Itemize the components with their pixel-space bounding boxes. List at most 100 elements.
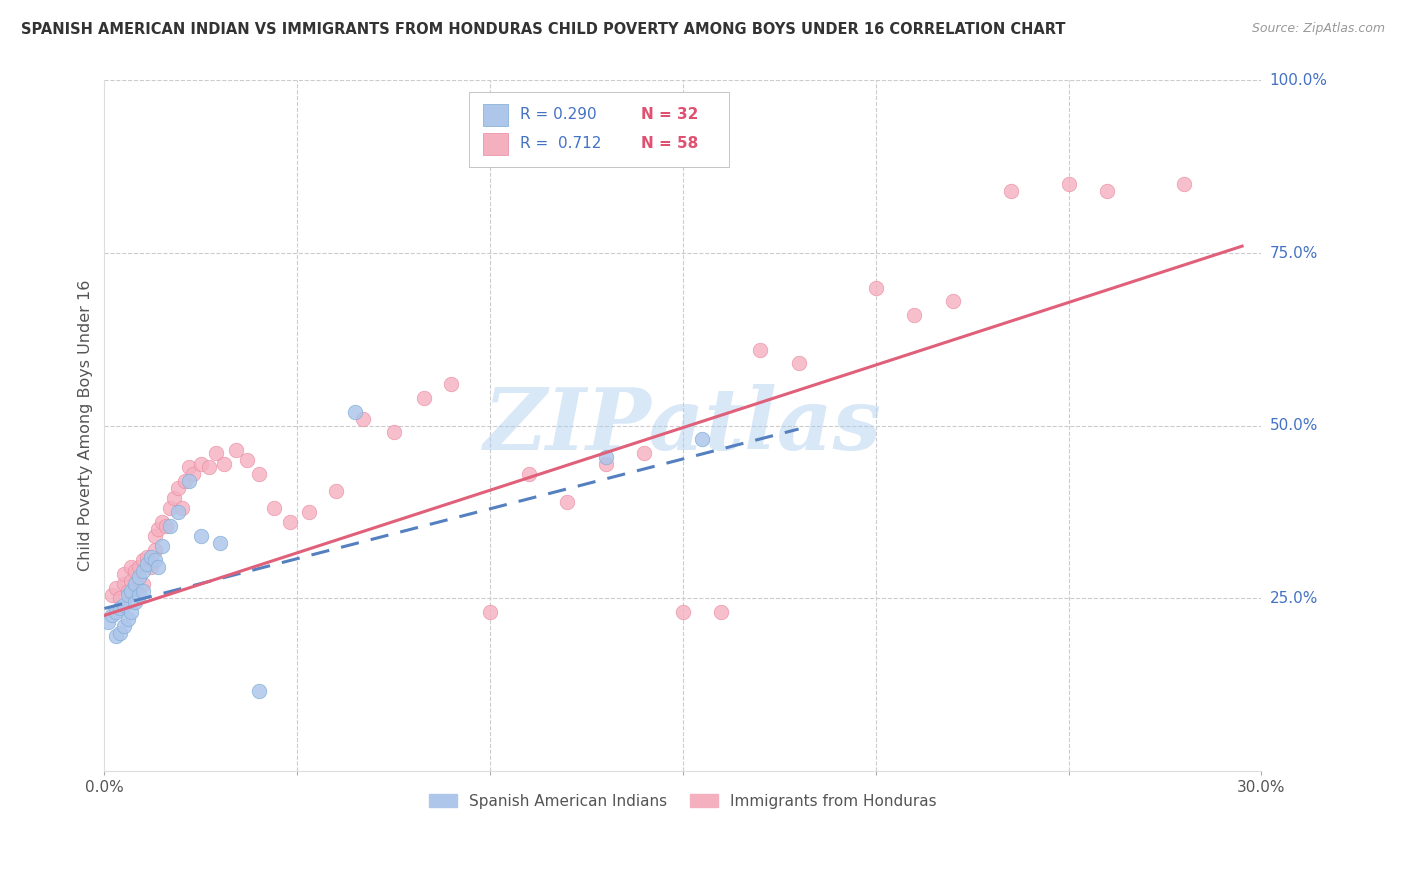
Point: [143, 542, 166, 557]
Text: SPANISH AMERICAN INDIAN VS IMMIGRANTS FROM HONDURAS CHILD POVERTY AMONG BOYS UND: SPANISH AMERICAN INDIAN VS IMMIGRANTS FR…: [21, 22, 1066, 37]
Legend: Spanish American Indians, Immigrants from Honduras: Spanish American Indians, Immigrants fro…: [423, 788, 942, 814]
Point: [181, 467, 204, 481]
Point: [148, 560, 170, 574]
Point: [108, 591, 131, 606]
Point: [595, 457, 617, 471]
Point: [179, 474, 201, 488]
FancyBboxPatch shape: [468, 92, 730, 167]
Point: [124, 581, 146, 595]
Point: [150, 515, 173, 529]
Point: [124, 577, 146, 591]
Point: [117, 584, 139, 599]
Point: [150, 540, 173, 554]
Point: [440, 377, 463, 392]
Point: [212, 457, 235, 471]
Point: [104, 605, 127, 619]
Point: [1095, 184, 1118, 198]
Point: [170, 501, 193, 516]
Point: [132, 553, 155, 567]
Text: 75.0%: 75.0%: [1270, 245, 1317, 260]
Point: [225, 442, 247, 457]
Point: [120, 584, 142, 599]
Point: [903, 308, 925, 322]
Point: [117, 612, 139, 626]
Point: [132, 564, 155, 578]
Point: [159, 501, 181, 516]
Point: [209, 536, 232, 550]
Point: [247, 467, 270, 481]
Point: [117, 588, 139, 602]
Point: [325, 484, 347, 499]
Point: [112, 577, 135, 591]
Point: [352, 411, 374, 425]
Point: [108, 601, 131, 615]
Point: [865, 280, 887, 294]
Point: [132, 584, 155, 599]
Point: [124, 564, 146, 578]
Point: [1057, 177, 1080, 191]
Text: N = 58: N = 58: [641, 136, 699, 152]
Point: [120, 574, 142, 588]
Text: 25.0%: 25.0%: [1270, 591, 1317, 606]
Text: R = 0.290: R = 0.290: [520, 108, 596, 122]
Point: [124, 594, 146, 608]
Point: [278, 515, 301, 529]
Y-axis label: Child Poverty Among Boys Under 16: Child Poverty Among Boys Under 16: [79, 280, 93, 571]
Point: [633, 446, 655, 460]
Point: [112, 598, 135, 612]
Point: [1000, 184, 1022, 198]
Point: [166, 481, 188, 495]
Point: [132, 577, 155, 591]
Point: [104, 629, 127, 643]
Bar: [482, 104, 508, 126]
Point: [555, 494, 578, 508]
Point: [247, 684, 270, 698]
Point: [672, 605, 695, 619]
Point: [787, 356, 810, 370]
Point: [139, 549, 162, 564]
Point: [344, 405, 367, 419]
Text: 50.0%: 50.0%: [1270, 418, 1317, 434]
Text: 100.0%: 100.0%: [1270, 73, 1327, 88]
Point: [128, 570, 150, 584]
Point: [190, 529, 212, 543]
Point: [382, 425, 405, 440]
Point: [595, 450, 617, 464]
Point: [479, 605, 502, 619]
Point: [155, 518, 177, 533]
Point: [236, 453, 259, 467]
Point: [128, 588, 150, 602]
Text: ZIPatlas: ZIPatlas: [484, 384, 882, 467]
Bar: [482, 133, 508, 155]
Point: [174, 474, 197, 488]
Point: [263, 501, 285, 516]
Point: [112, 566, 135, 581]
Point: [104, 581, 127, 595]
Text: N = 32: N = 32: [641, 108, 699, 122]
Point: [1173, 177, 1195, 191]
Point: [159, 518, 181, 533]
Point: [112, 619, 135, 633]
Point: [690, 433, 713, 447]
Point: [148, 522, 170, 536]
Point: [101, 608, 124, 623]
Point: [298, 505, 321, 519]
Point: [749, 343, 772, 357]
Point: [163, 491, 186, 505]
Text: R =  0.712: R = 0.712: [520, 136, 602, 152]
Point: [143, 529, 166, 543]
Point: [942, 294, 965, 309]
Point: [128, 560, 150, 574]
Point: [179, 460, 201, 475]
Point: [108, 625, 131, 640]
Point: [120, 605, 142, 619]
Point: [139, 560, 162, 574]
Point: [166, 505, 188, 519]
Point: [97, 615, 120, 630]
Point: [135, 557, 157, 571]
Point: [517, 467, 540, 481]
Point: [413, 391, 436, 405]
Point: [101, 588, 124, 602]
Point: [205, 446, 228, 460]
Text: Source: ZipAtlas.com: Source: ZipAtlas.com: [1251, 22, 1385, 36]
